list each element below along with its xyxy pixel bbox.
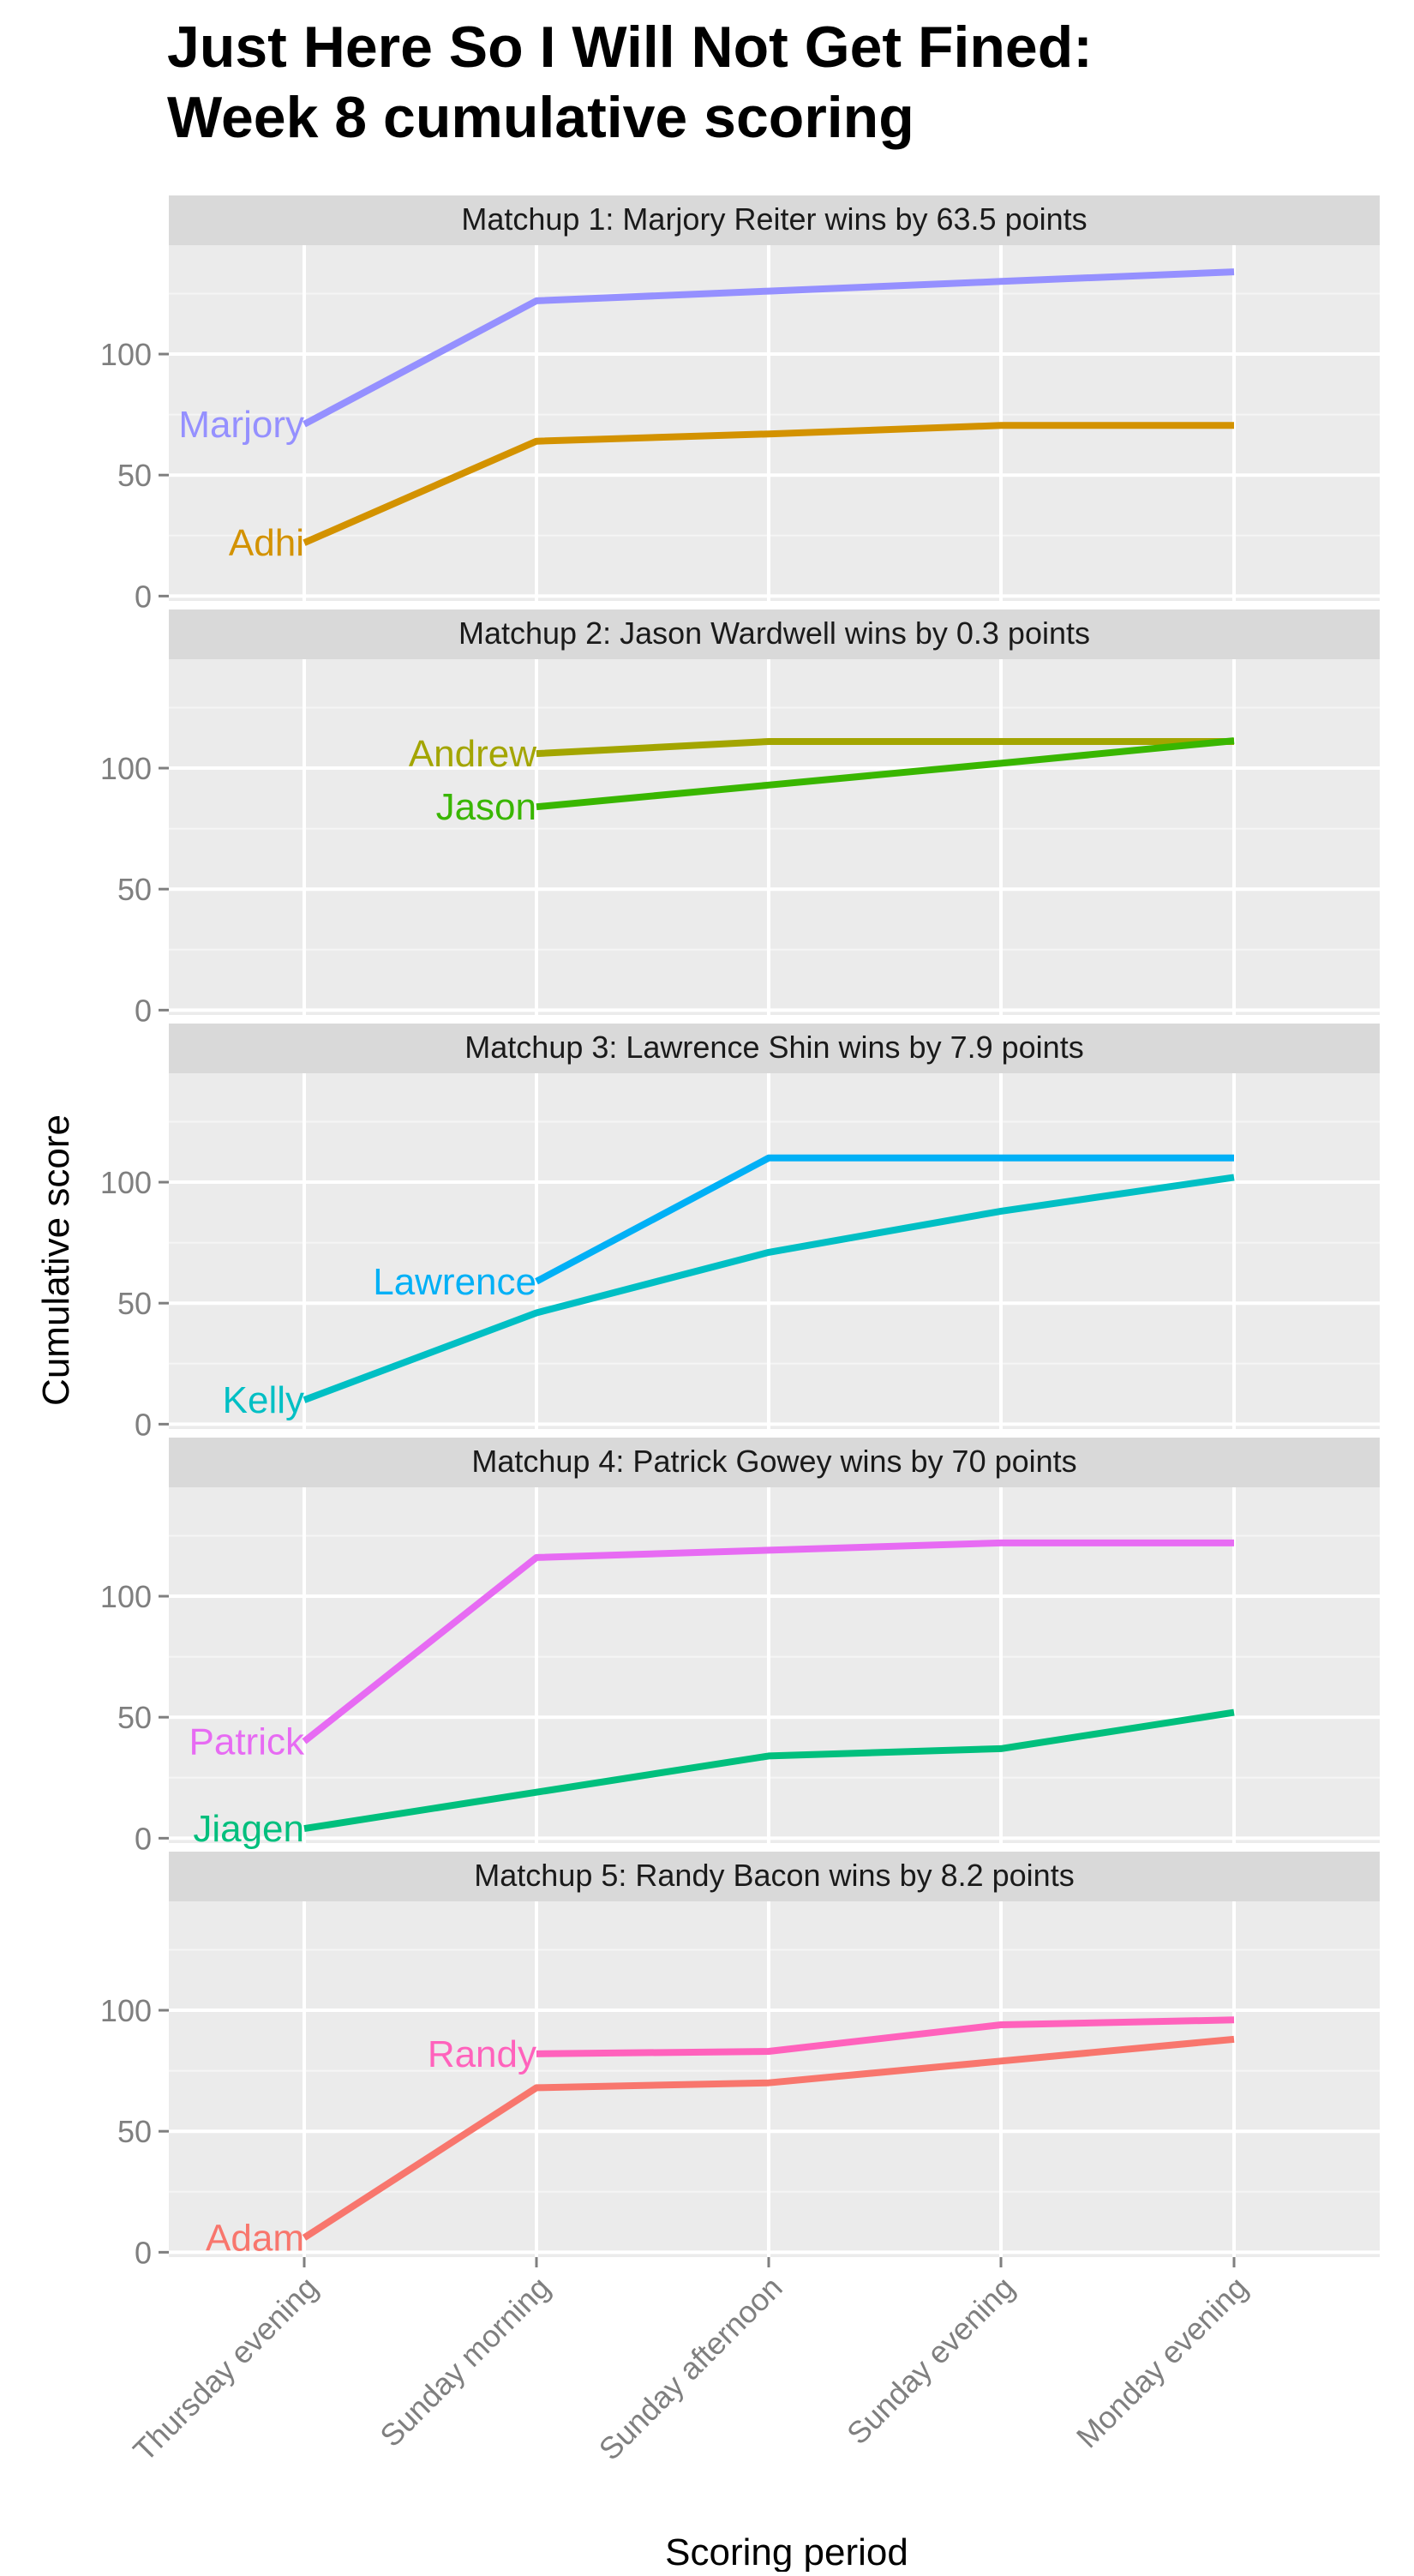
y-tick-label: 50 xyxy=(117,1700,152,1735)
x-tick-label: Monday evening xyxy=(1069,2270,1255,2455)
series-line-jason xyxy=(536,737,1235,811)
y-tick-label: 100 xyxy=(100,1579,152,1614)
plot-panel xyxy=(169,1487,1380,1843)
facet-title: Matchup 5: Randy Bacon wins by 8.2 point… xyxy=(474,1858,1074,1893)
y-tick-label: 0 xyxy=(135,1821,152,1856)
x-tick-label: Sunday evening xyxy=(840,2270,1022,2452)
facets-layer: Matchup 1: Marjory Reiter wins by 63.5 p… xyxy=(100,195,1380,2270)
series-line-adhi xyxy=(303,422,1234,546)
y-tick-label: 50 xyxy=(117,1286,152,1321)
series-label-lawrence: Lawrence xyxy=(373,1261,536,1303)
facet-panel-2: Matchup 2: Jason Wardwell wins by 0.3 po… xyxy=(100,609,1380,1028)
series-label-andrew: Andrew xyxy=(409,733,536,775)
facet-strip xyxy=(169,195,1380,245)
series-label-kelly: Kelly xyxy=(223,1379,304,1421)
series-line-andrew xyxy=(536,738,1234,758)
series-line-randy xyxy=(536,2016,1235,2057)
series-label-jason: Jason xyxy=(436,786,536,828)
x-axis: Thursday evening Sunday morning Sunday aft… xyxy=(126,2257,1255,2468)
facet-panel-3: Matchup 3: Lawrence Shin wins by 7.9 poi… xyxy=(100,1024,1380,1442)
y-tick-label: 0 xyxy=(135,1407,152,1442)
facet-panel-5: Matchup 5: Randy Bacon wins by 8.2 point… xyxy=(100,1852,1380,2270)
series-label-adhi: Adhi xyxy=(229,522,304,564)
series-label-randy: Randy xyxy=(428,2033,536,2075)
x-axis-label: Scoring period xyxy=(665,2531,908,2572)
y-tick-label: 100 xyxy=(100,1165,152,1200)
chart-title-line-2: Week 8 cumulative scoring xyxy=(167,85,914,150)
y-tick-label: 50 xyxy=(117,872,152,907)
facet-strip xyxy=(169,1024,1380,1073)
plot-panel xyxy=(169,659,1380,1015)
facet-strip xyxy=(169,1852,1380,1901)
facet-panel-4: Matchup 4: Patrick Gowey wins by 70 poin… xyxy=(100,1438,1380,1856)
y-tick-label: 0 xyxy=(135,993,152,1028)
x-tick-label: Sunday morning xyxy=(373,2270,556,2453)
y-tick-label: 100 xyxy=(100,337,152,372)
series-line-patrick xyxy=(302,1539,1234,1744)
series-label-patrick: Patrick xyxy=(189,1720,305,1762)
facet-strip xyxy=(169,1438,1380,1487)
series-label-jiagen: Jiagen xyxy=(193,1808,304,1850)
facet-panel-1: Matchup 1: Marjory Reiter wins by 63.5 p… xyxy=(100,195,1380,614)
facet-title: Matchup 2: Jason Wardwell wins by 0.3 po… xyxy=(458,615,1090,651)
series-line-jiagen xyxy=(303,1708,1235,1833)
y-tick-label: 50 xyxy=(117,458,152,493)
series-label-marjory: Marjory xyxy=(178,404,304,446)
facet-title: Matchup 3: Lawrence Shin wins by 7.9 poi… xyxy=(464,1030,1083,1065)
y-tick-label: 50 xyxy=(117,2114,152,2149)
y-tick-label: 0 xyxy=(135,2235,152,2270)
facet-strip xyxy=(169,609,1380,659)
y-tick-label: 100 xyxy=(100,751,152,786)
series-line-lawrence xyxy=(535,1154,1234,1285)
facet-title: Matchup 4: Patrick Gowey wins by 70 poin… xyxy=(471,1444,1076,1479)
chart-title-line-1: Just Here So I Will Not Get Fined: xyxy=(167,15,1093,80)
y-axis-label: Cumulative score xyxy=(35,1114,77,1406)
series-label-adam: Adam xyxy=(206,2217,304,2259)
series-line-kelly xyxy=(303,1174,1235,1403)
series-line-adam xyxy=(302,2035,1235,2241)
x-tick-label: Sunday afternoon xyxy=(592,2270,789,2467)
y-tick-label: 0 xyxy=(135,579,152,614)
series-line-marjory xyxy=(303,268,1235,428)
facet-title: Matchup 1: Marjory Reiter wins by 63.5 p… xyxy=(461,201,1087,237)
y-tick-label: 100 xyxy=(100,1993,152,2028)
x-tick-label: Thursday evening xyxy=(126,2270,324,2468)
